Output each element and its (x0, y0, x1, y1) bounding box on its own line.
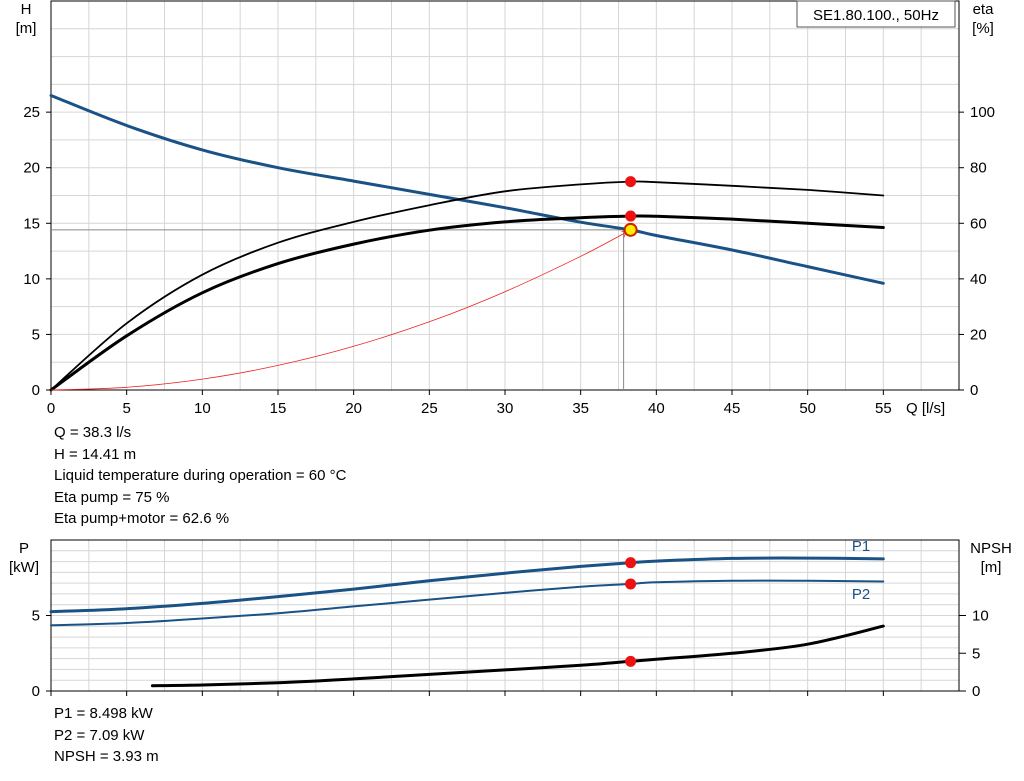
readout-eta-pump: Eta pump = 75 % (54, 488, 170, 506)
y2-tick-label: 60 (970, 215, 987, 232)
chart-panel-2: 0 5 0 5 10 P1 P2 (32, 538, 989, 700)
y-tick-label: 5 (32, 608, 40, 625)
series-line-1 (49, 94, 885, 285)
readout-liquid-temperature: Liquid temperature during operation = 60… (54, 467, 347, 484)
series-label-p1: P1 (852, 538, 870, 555)
series-line-3 (49, 214, 885, 392)
x-axis-label: Q [l/s] (906, 400, 945, 417)
y2-tick-label: 0 (970, 382, 978, 399)
x-tick-label: 20 (345, 400, 362, 417)
y-tick-label: 5 (32, 326, 40, 343)
series-label-p2: P2 (852, 586, 870, 603)
operating-point-marker (625, 655, 637, 667)
chart-title-box (796, 0, 956, 28)
readout-p2: P2 = 7.09 kW (54, 726, 145, 744)
y2-axis-label: [m] (981, 559, 1002, 576)
y-tick-label: 15 (23, 215, 40, 232)
y-tick-label: 10 (23, 271, 40, 288)
x-tick-label: 0 (47, 400, 55, 417)
y-axis-label: [m] (16, 20, 37, 37)
x-tick-label: 15 (270, 400, 287, 417)
y-tick-label: 0 (32, 382, 40, 399)
y2-axis-label: eta (973, 1, 995, 18)
x-tick-label: 25 (421, 400, 438, 417)
series-line-1 (49, 556, 885, 614)
readout-flow: Q = 38.3 l/s (54, 424, 132, 441)
y2-tick-label: 100 (970, 104, 995, 121)
x-tick-label: 30 (497, 400, 514, 417)
y2-axis-label: [%] (972, 20, 994, 37)
y-axis-label: H (21, 1, 32, 18)
readout-eta-pump-motor: Eta pump+motor = 62.6 % (54, 510, 230, 527)
x-tick-label: 5 (122, 400, 130, 417)
readout-npsh: NPSH = 3.93 m (54, 748, 159, 765)
y2-tick-label: 80 (970, 160, 987, 177)
power-readout: P1 = 8.498 kW P2 = 7.09 kW NPSH = 3.93 m (54, 703, 159, 768)
y2-tick-label: 10 (972, 608, 989, 625)
x-tick-label: 45 (724, 400, 741, 417)
series-line-2 (50, 180, 885, 391)
operating-point-marker (625, 176, 637, 188)
series-line-4 (50, 229, 631, 391)
x-tick-label: 40 (648, 400, 665, 417)
x-tick-label: 35 (572, 400, 589, 417)
operating-point-marker (625, 578, 637, 590)
y2-tick-label: 0 (972, 683, 980, 700)
y2-tick-label: 5 (972, 645, 980, 662)
series-line-2 (50, 579, 885, 627)
series-line-3 (150, 624, 885, 688)
y-axis-label: P (19, 540, 29, 557)
y-axis-label: [kW] (9, 559, 39, 576)
readout-p1: P1 = 8.498 kW (54, 705, 153, 722)
y-tick-label: 25 (23, 104, 40, 121)
x-tick-label: 10 (194, 400, 211, 417)
operating-point-marker (625, 210, 637, 222)
y2-tick-label: 40 (970, 271, 987, 288)
y2-tick-label: 20 (970, 326, 987, 343)
y-tick-label: 20 (23, 160, 40, 177)
y2-axis-label: NPSH (970, 540, 1012, 557)
y-tick-label: 0 (32, 683, 40, 700)
x-tick-label: 50 (799, 400, 816, 417)
operating-point-marker (625, 557, 637, 569)
chart-title: SE1.80.100., 50Hz (813, 7, 939, 24)
duty-point-marker (623, 222, 638, 237)
readout-head: H = 14.41 m (54, 445, 137, 463)
chart-panel-1: 0 5 10 15 20 25 30 35 40 45 50 55 Q [l/s] 0 5 10 15 20 25 0… (23, 0, 995, 417)
x-tick-label: 55 (875, 400, 892, 417)
duty-point-readout: Q = 38.3 l/s H = 14.41 m Liquid temperat… (54, 422, 346, 530)
